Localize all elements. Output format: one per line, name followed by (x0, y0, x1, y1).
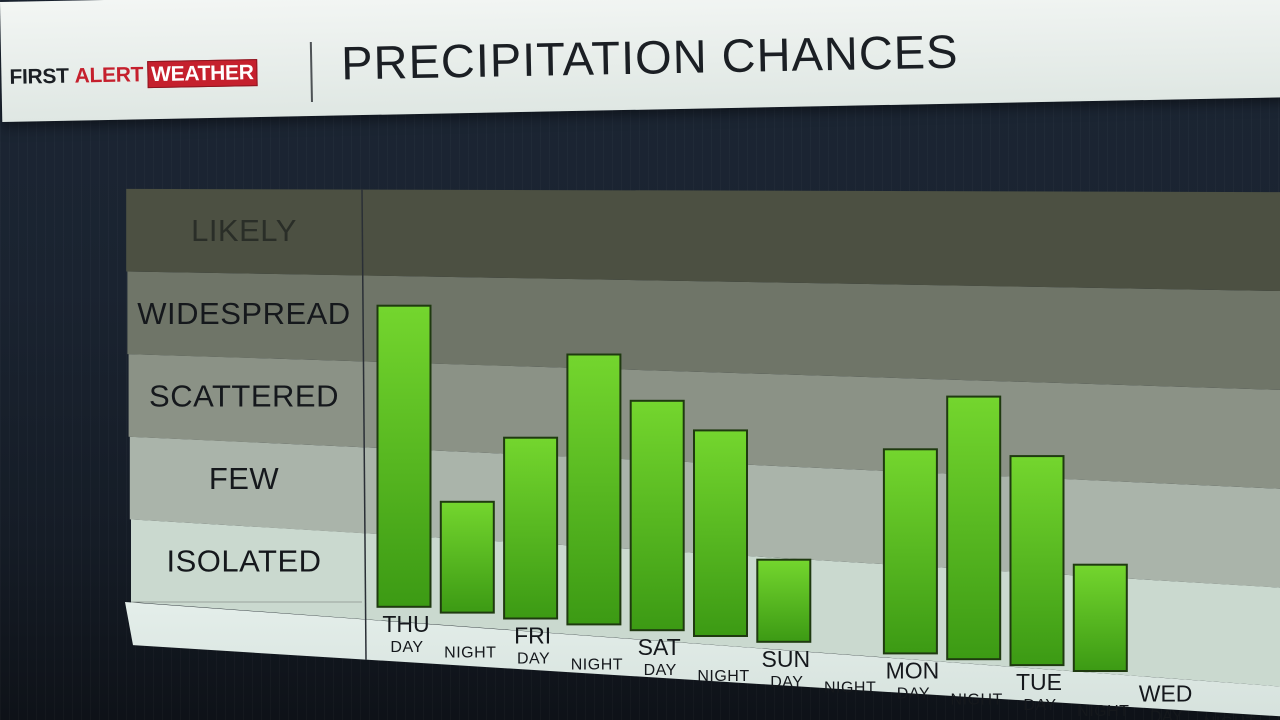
y-label-likely: LIKELY (191, 213, 297, 248)
x-label-sun-day: DAY (770, 674, 803, 691)
bar-sun-day (756, 558, 812, 643)
x-label-tue-day: DAY (1023, 697, 1056, 714)
logo-word-first: FIRST (9, 64, 69, 89)
x-label-day-tue: TUE (1016, 669, 1062, 695)
x-label-day-sun: SUN (762, 646, 811, 672)
band-likely (126, 188, 1280, 292)
bar-mon-day (882, 448, 938, 655)
x-label-day-fri: FRI (514, 623, 551, 649)
bar-fri-day (503, 436, 559, 620)
logo-word-weather: WEATHER (146, 59, 258, 89)
bar-mon-night (946, 395, 1002, 661)
x-label-fri-night: NIGHT (571, 656, 623, 673)
chart-board-base (125, 602, 1280, 717)
x-label-day-sat: SAT (638, 634, 681, 660)
first-alert-weather-logo: FIRST ALERT WEATHER (9, 59, 258, 91)
bar-tue-day (1009, 455, 1065, 667)
x-label-wed-day: DAY (1150, 709, 1183, 720)
band-scattered (128, 354, 1280, 489)
y-label-few: FEW (209, 461, 280, 496)
x-label-mon-night: NIGHT (951, 691, 1003, 708)
x-label-day-mon: MON (886, 657, 940, 683)
header-divider (309, 42, 313, 103)
y-label-scattered: SCATTERED (149, 378, 339, 413)
x-label-wed-night: NIGHT (1204, 715, 1256, 720)
bar-tue-night (1072, 563, 1128, 673)
x-label-fri-day: DAY (517, 651, 550, 668)
header-banner: FIRST ALERT WEATHER PRECIPITATION CHANCE… (0, 0, 1280, 122)
bar-fri-night (566, 353, 622, 626)
x-label-thu-night: NIGHT (444, 645, 496, 662)
bar-sat-day (629, 399, 685, 632)
x-label-sat-day: DAY (644, 662, 677, 679)
y-label-widespread: WIDESPREAD (137, 296, 350, 331)
x-label-day-thu: THU (382, 611, 429, 637)
band-widespread (127, 271, 1280, 390)
x-label-tue-night: NIGHT (1077, 703, 1129, 720)
band-few (129, 436, 1280, 588)
x-label-day-wed: WED (1139, 681, 1193, 707)
x-label-sun-night: NIGHT (824, 680, 876, 697)
y-axis-line (361, 188, 367, 660)
y-label-isolated: ISOLATED (166, 544, 321, 579)
x-label-sat-night: NIGHT (697, 668, 749, 685)
x-label-thu-day: DAY (390, 639, 423, 656)
logo-word-alert: ALERT (74, 62, 144, 88)
page-title: PRECIPITATION CHANCES (340, 24, 959, 90)
band-isolated (131, 519, 1280, 687)
bar-thu-day (376, 304, 432, 608)
bar-sat-night (693, 429, 748, 637)
x-label-mon-day: DAY (897, 685, 930, 702)
bar-thu-night (439, 500, 495, 614)
